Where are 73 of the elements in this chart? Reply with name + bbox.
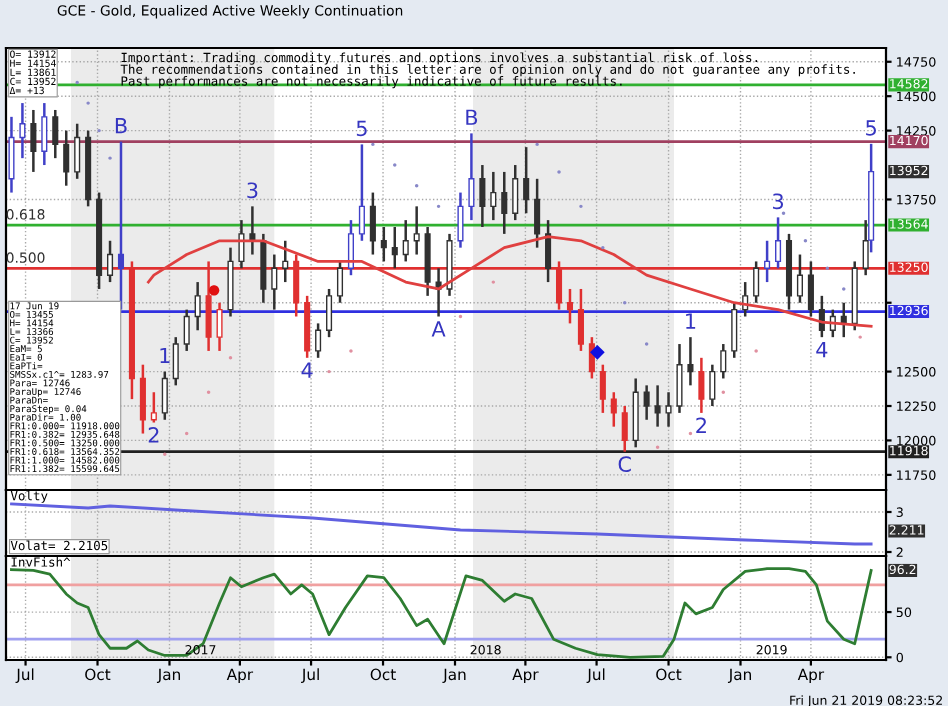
candlestick bbox=[106, 239, 114, 284]
candlestick bbox=[347, 218, 355, 277]
candlestick bbox=[326, 287, 333, 339]
candlestick bbox=[380, 225, 387, 263]
candlestick bbox=[599, 363, 606, 415]
annotation: 2 bbox=[696, 417, 706, 433]
candlestick bbox=[358, 143, 365, 243]
candlestick bbox=[621, 404, 628, 453]
annotation: B bbox=[466, 109, 478, 125]
candlestick bbox=[687, 335, 694, 387]
candlestick bbox=[216, 301, 223, 353]
line-series bbox=[10, 567, 873, 659]
candlestick bbox=[238, 218, 245, 270]
candlestick bbox=[172, 335, 179, 387]
candlestick bbox=[775, 216, 782, 270]
candlestick bbox=[731, 301, 738, 360]
annotation: C bbox=[618, 456, 631, 473]
candlestick bbox=[391, 225, 398, 270]
candlestick bbox=[610, 390, 617, 428]
point bbox=[208, 285, 220, 296]
annotation: 3 bbox=[247, 182, 258, 199]
candlestick bbox=[698, 356, 705, 415]
candlestick bbox=[117, 140, 125, 311]
candlestick bbox=[523, 145, 530, 215]
candlestick bbox=[139, 363, 146, 435]
annotation: 5 bbox=[356, 120, 367, 137]
candlestick bbox=[315, 322, 322, 360]
candlestick bbox=[161, 370, 168, 422]
candlestick bbox=[654, 384, 661, 428]
candlestick bbox=[336, 260, 344, 304]
candlestick bbox=[194, 280, 201, 332]
annotation: 4 bbox=[816, 341, 828, 358]
annotation: 5 bbox=[866, 120, 876, 136]
candlestick bbox=[490, 170, 497, 222]
candlestick bbox=[512, 163, 519, 222]
candlestick bbox=[796, 253, 803, 304]
candlestick bbox=[402, 218, 409, 263]
candlestick bbox=[183, 308, 190, 353]
candlestick bbox=[545, 218, 552, 284]
candlestick bbox=[63, 129, 70, 187]
point bbox=[590, 344, 605, 360]
candlestick bbox=[764, 239, 771, 284]
candlestick bbox=[150, 390, 157, 424]
candlestick bbox=[753, 260, 760, 304]
annotation: 1 bbox=[686, 313, 696, 329]
candlestick bbox=[643, 384, 650, 422]
annotation: 3 bbox=[773, 193, 784, 210]
candlestick bbox=[41, 101, 48, 167]
candlestick bbox=[282, 239, 289, 284]
candlestick bbox=[52, 108, 59, 160]
candlestick bbox=[30, 108, 37, 174]
candlestick bbox=[479, 163, 486, 229]
candlestick bbox=[413, 205, 420, 256]
candlestick bbox=[501, 170, 508, 236]
candlestick bbox=[566, 287, 574, 325]
candlestick bbox=[271, 253, 278, 311]
candlestick bbox=[457, 191, 464, 249]
candlestick bbox=[19, 101, 26, 160]
candlestick bbox=[577, 287, 584, 353]
candlestick bbox=[534, 177, 541, 249]
annotation: 4 bbox=[301, 362, 313, 378]
candlestick bbox=[709, 363, 716, 408]
candlestick bbox=[676, 342, 683, 415]
annotation: 1 bbox=[160, 347, 170, 364]
annotation: 2 bbox=[148, 427, 159, 443]
candlestick bbox=[665, 390, 672, 428]
candlestick bbox=[468, 132, 475, 222]
candlestick bbox=[369, 191, 376, 256]
candlestick bbox=[807, 260, 814, 318]
candlestick bbox=[720, 342, 727, 380]
candlestick bbox=[74, 122, 81, 181]
annotation: A bbox=[431, 321, 446, 337]
annotation: B bbox=[115, 117, 127, 134]
